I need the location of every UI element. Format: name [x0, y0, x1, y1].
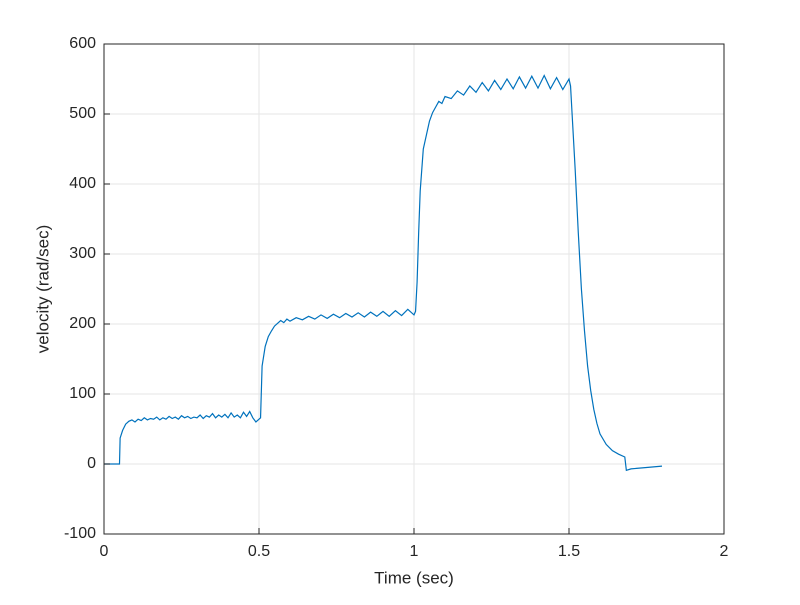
y-tick-label: 0 — [87, 455, 96, 472]
y-tick-label: 400 — [69, 175, 96, 192]
y-tick-label: 100 — [69, 385, 96, 402]
y-axis-label: velocity (rad/sec) — [33, 225, 52, 353]
y-tick-label: 500 — [69, 105, 96, 122]
y-tick-label: -100 — [64, 525, 96, 542]
x-axis-label: Time (sec) — [374, 568, 454, 587]
data-line — [104, 74, 663, 472]
y-tick-label: 300 — [69, 245, 96, 262]
x-tick-label: 2 — [720, 543, 729, 560]
x-tick-label: 1 — [410, 543, 419, 560]
x-tick-label: 0.5 — [248, 543, 270, 560]
plot — [104, 74, 663, 472]
x-tick-label: 1.5 — [558, 543, 580, 560]
x-tick-label: 0 — [100, 543, 109, 560]
y-tick-label: 200 — [69, 315, 96, 332]
y-tick-label: 600 — [69, 35, 96, 52]
